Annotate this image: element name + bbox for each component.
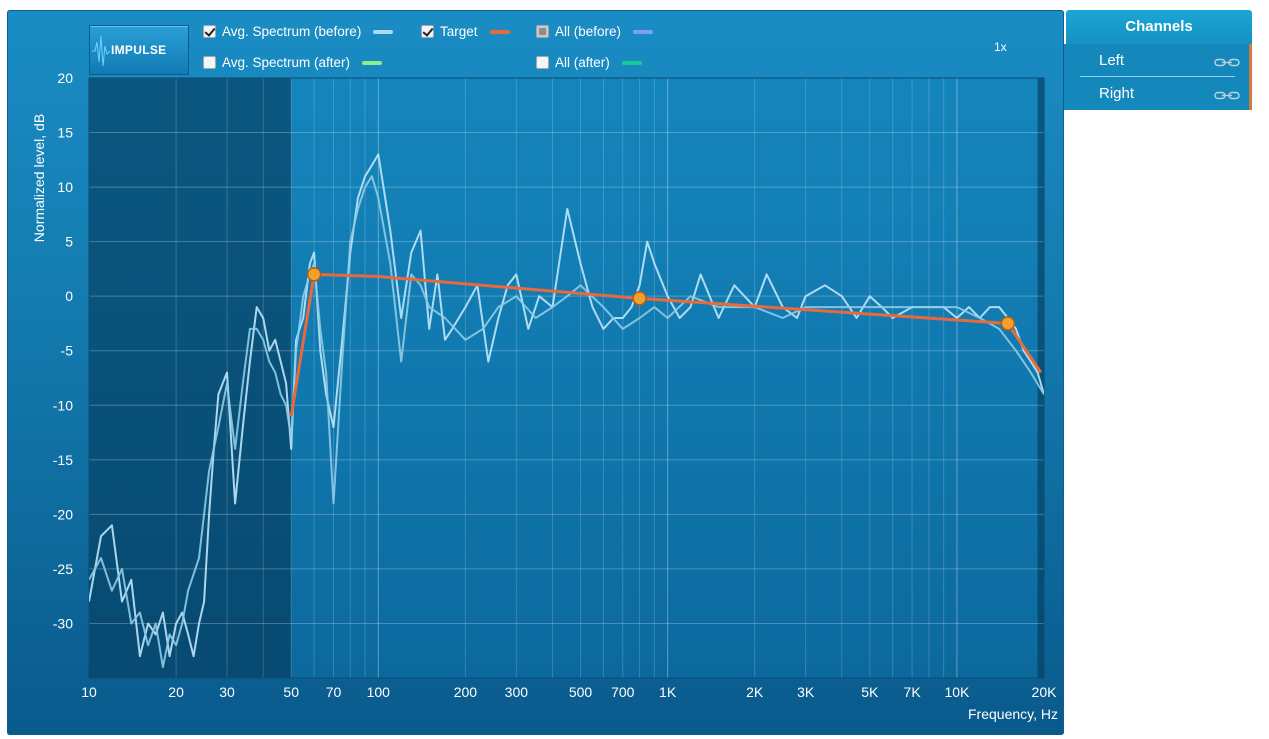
target-swatch xyxy=(489,29,510,34)
x-tick-label: 5K xyxy=(861,684,879,700)
channels-header: Channels xyxy=(1066,10,1252,44)
avg-before-checkbox[interactable] xyxy=(203,25,216,38)
x-tick-label: 7K xyxy=(904,684,922,700)
spectrum-curve-1 xyxy=(89,153,1044,658)
legend-avg-after[interactable]: Avg. Spectrum (after) xyxy=(203,55,383,70)
x-tick-label: 10 xyxy=(81,684,97,700)
all-before-swatch xyxy=(633,29,654,34)
link-icon[interactable] xyxy=(1214,58,1240,67)
x-tick-label: 20 xyxy=(168,684,184,700)
x-tick-label: 1K xyxy=(659,684,677,700)
avg-after-swatch xyxy=(362,60,383,65)
all-before-checkbox[interactable] xyxy=(536,25,549,38)
link-icon[interactable] xyxy=(1214,91,1240,100)
y-tick-label: 15 xyxy=(57,125,73,141)
y-tick-label: -15 xyxy=(53,452,73,468)
channels-list: Left Right xyxy=(1064,44,1252,110)
channel-right-label: Right xyxy=(1099,85,1135,102)
y-tick-label: -20 xyxy=(53,506,73,522)
all-after-checkbox[interactable] xyxy=(536,56,549,69)
avg-before-swatch xyxy=(373,29,394,34)
zoom-label[interactable]: 1x xyxy=(994,40,1007,54)
spectrum-curve-2 xyxy=(89,175,1044,669)
avg-before-label: Avg. Spectrum (before) xyxy=(222,24,362,39)
x-axis-title: Frequency, Hz xyxy=(968,706,1058,722)
target-point xyxy=(306,267,322,282)
y-tick-label: 5 xyxy=(65,234,73,250)
target-checkbox[interactable] xyxy=(421,25,434,38)
legend-target[interactable]: Target xyxy=(421,24,510,39)
legend-all-after[interactable]: All (after) xyxy=(536,55,642,70)
x-tick-label: 70 xyxy=(326,684,342,700)
target-point xyxy=(632,291,647,306)
x-tick-label: 2K xyxy=(746,684,764,700)
y-axis-title: Normalized level, dB xyxy=(31,113,47,243)
x-tick-label: 3K xyxy=(797,684,815,700)
x-tick-label: 20K xyxy=(1032,684,1058,700)
y-tick-label: -30 xyxy=(53,615,73,631)
all-before-label: All (before) xyxy=(555,24,622,39)
target-label: Target xyxy=(440,24,478,39)
legend-avg-before[interactable]: Avg. Spectrum (before) xyxy=(203,24,394,39)
all-after-label: All (after) xyxy=(555,55,610,70)
target-curve xyxy=(289,272,1043,417)
x-tick-label: 10K xyxy=(944,684,970,700)
avg-after-label: Avg. Spectrum (after) xyxy=(222,55,351,70)
y-tick-label: 20 xyxy=(57,70,73,86)
plot-frame xyxy=(88,77,1045,679)
impulse-button[interactable]: IMPULSE xyxy=(89,25,189,75)
x-tick-label: 30 xyxy=(219,684,235,700)
x-tick-label: 100 xyxy=(367,684,391,700)
y-tick-label: -5 xyxy=(61,343,74,359)
target-point xyxy=(1000,316,1016,331)
y-tick-label: 10 xyxy=(57,179,73,195)
channels-panel: Channels Left Right xyxy=(1064,10,1252,110)
x-tick-label: 200 xyxy=(454,684,478,700)
channel-divider xyxy=(1080,76,1235,77)
x-tick-label: 300 xyxy=(505,684,529,700)
legend-all-before[interactable]: All (before) xyxy=(536,24,654,39)
x-tick-label: 500 xyxy=(569,684,593,700)
y-tick-label: -25 xyxy=(53,561,73,577)
x-tick-label: 700 xyxy=(611,684,635,700)
y-tick-label: 0 xyxy=(65,288,73,304)
impulse-wave-icon xyxy=(92,35,110,67)
x-tick-label: 50 xyxy=(283,684,299,700)
all-after-swatch xyxy=(621,60,642,65)
channel-right[interactable]: Right xyxy=(1064,77,1249,110)
y-tick-label: -10 xyxy=(53,397,73,413)
channel-left-label: Left xyxy=(1099,52,1125,69)
impulse-button-label: IMPULSE xyxy=(111,43,167,57)
channel-left[interactable]: Left xyxy=(1064,44,1249,77)
excluded-region xyxy=(1037,78,1044,678)
avg-after-checkbox[interactable] xyxy=(203,56,216,69)
rta-panel: 20 15 10 5 0 -5 -10 -15 -20 -25 -30 10 20 30 50 70 100 20… xyxy=(7,10,1064,735)
